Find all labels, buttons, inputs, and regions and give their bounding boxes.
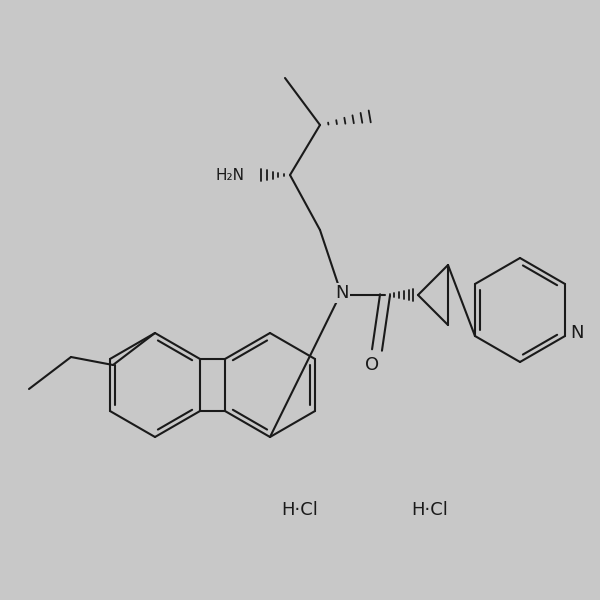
Text: N: N [335,284,349,302]
Text: H·Cl: H·Cl [281,501,319,519]
Text: O: O [365,356,379,374]
Text: H·Cl: H·Cl [412,501,448,519]
Text: H₂N: H₂N [215,167,245,182]
Text: N: N [570,324,584,342]
